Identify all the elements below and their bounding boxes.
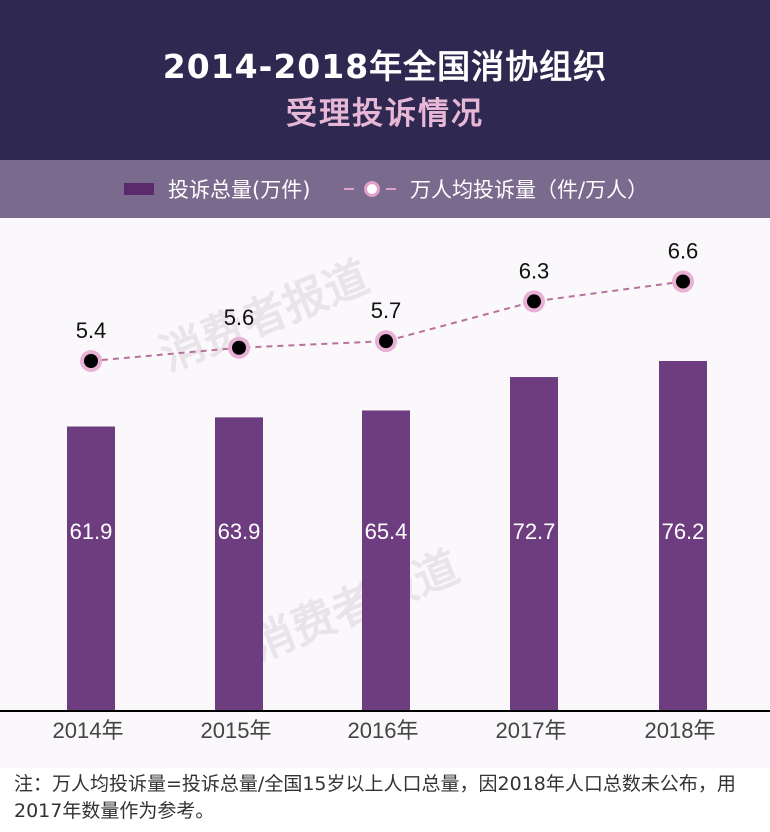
line-value-label: 5.4: [76, 318, 107, 343]
bar-value-label: 61.9: [70, 519, 113, 544]
line-point: [379, 334, 393, 349]
line-point: [232, 340, 246, 355]
bar-2017年: [510, 377, 558, 710]
x-tick-label: 2015年: [201, 718, 272, 743]
line-point: [527, 294, 541, 309]
x-tick-label: 2014年: [53, 718, 124, 743]
legend-item-line: 万人均投诉量（件/万人）: [344, 160, 648, 218]
chart-title: 2014-2018年全国消协组织: [162, 47, 608, 86]
bar-2015年: [215, 417, 263, 710]
bar-2014年: [67, 426, 115, 710]
legend-item-bar: 投诉总量(万件): [124, 160, 310, 218]
bar-value-label: 76.2: [662, 519, 705, 544]
line-series-path: [90, 280, 684, 362]
x-tick-label: 2018年: [645, 718, 716, 743]
chart-subtitle: 受理投诉情况: [286, 96, 484, 132]
footnote: 注：万人均投诉量=投诉总量/全国15岁以上人口总量，因2018年人口总数未公布，…: [14, 773, 736, 822]
bar-2016年: [362, 410, 410, 710]
line-value-label: 6.6: [668, 239, 699, 264]
line-value-label: 5.6: [224, 305, 255, 330]
legend-bar-swatch: [124, 183, 154, 195]
watermark: 消费者报道: [243, 542, 466, 672]
bar-2018年: [659, 361, 707, 710]
legend-line-swatch: [344, 181, 400, 197]
bar-value-label: 65.4: [365, 519, 408, 544]
line-point: [84, 354, 98, 368]
line-point: [676, 274, 690, 289]
bar-value-label: 63.9: [218, 519, 261, 544]
watermark: 消费者报道: [153, 252, 376, 382]
x-tick-label: 2016年: [348, 718, 419, 743]
line-value-label: 6.3: [519, 258, 550, 283]
legend-bar-label: 投诉总量(万件): [168, 178, 311, 202]
legend: 投诉总量(万件) 万人均投诉量（件/万人）: [0, 160, 770, 218]
line-value-label: 5.7: [371, 298, 402, 323]
legend-line-label: 万人均投诉量（件/万人）: [410, 178, 649, 202]
chart-header: 2014-2018年全国消协组织 受理投诉情况: [0, 0, 770, 160]
x-tick-label: 2017年: [496, 718, 567, 743]
bar-value-label: 72.7: [513, 519, 556, 544]
